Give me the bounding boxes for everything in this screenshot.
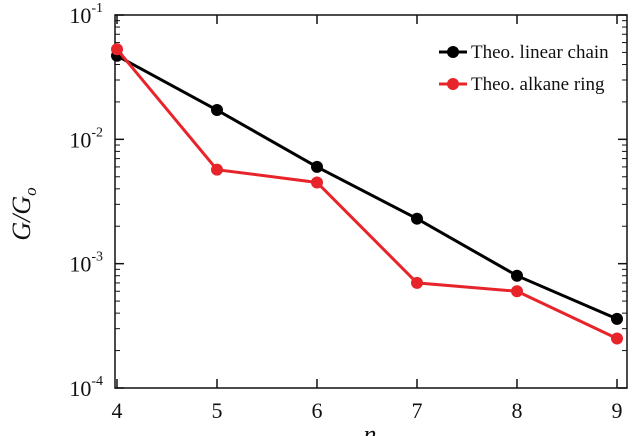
data-point-theo-alkane-ring: [211, 163, 223, 176]
x-tick-label: 5: [212, 398, 223, 423]
y-tick-base: 10: [69, 376, 91, 401]
data-point-theo-linear-chain: [311, 160, 323, 173]
y-tick-label: 10-3: [69, 250, 103, 277]
legend-label-theo-alkane-ring: Theo. alkane ring: [471, 74, 605, 95]
legend-marker-theo-alkane-ring: [447, 78, 459, 90]
data-point-theo-alkane-ring: [611, 332, 623, 345]
y-tick-exponent: -1: [91, 1, 103, 16]
legend: Theo. linear chain Theo. alkane ring: [439, 42, 609, 95]
series-line-theo-alkane-ring: [115, 48, 618, 340]
y-axis-label-main: G/G: [7, 196, 36, 241]
y-tick-base: 10: [69, 3, 91, 28]
data-point-theo-alkane-ring: [111, 43, 123, 56]
x-tick-label: 9: [612, 398, 623, 423]
y-tick-label: 10-2: [69, 125, 103, 152]
y-axis-label-subscript: o: [21, 187, 40, 196]
data-point-theo-linear-chain: [611, 312, 623, 325]
y-axis-label: G/Go: [7, 187, 40, 240]
y-tick-exponent: -2: [91, 125, 103, 140]
y-tick-exponent: -3: [91, 250, 103, 265]
legend-label-theo-linear-chain: Theo. linear chain: [471, 42, 609, 63]
series-line-theo-linear-chain: [116, 54, 618, 321]
y-axis: 10-110-210-310-4: [69, 1, 627, 401]
data-point-theo-alkane-ring: [311, 176, 323, 189]
x-tick-label: 4: [112, 398, 123, 423]
x-axis-label: n: [364, 420, 377, 436]
data-point-theo-linear-chain: [211, 104, 223, 117]
data-point-theo-alkane-ring: [411, 276, 423, 289]
data-point-theo-alkane-ring: [511, 285, 523, 298]
data-point-theo-linear-chain: [511, 269, 523, 282]
legend-marker-theo-linear-chain: [447, 46, 459, 58]
series-layer: [111, 43, 623, 345]
x-tick-label: 6: [312, 398, 323, 423]
x-tick-label: 7: [412, 398, 423, 423]
x-tick-label: 8: [512, 398, 523, 423]
y-tick-base: 10: [69, 252, 91, 277]
y-tick-exponent: -4: [91, 374, 103, 389]
x-axis: 4 5 6 7 8 9: [112, 15, 623, 423]
y-tick-label: 10-4: [69, 374, 103, 401]
data-point-theo-linear-chain: [411, 212, 423, 225]
y-tick-label: 10-1: [69, 1, 103, 28]
plot-frame: [114, 14, 628, 389]
y-tick-base: 10: [69, 127, 91, 152]
